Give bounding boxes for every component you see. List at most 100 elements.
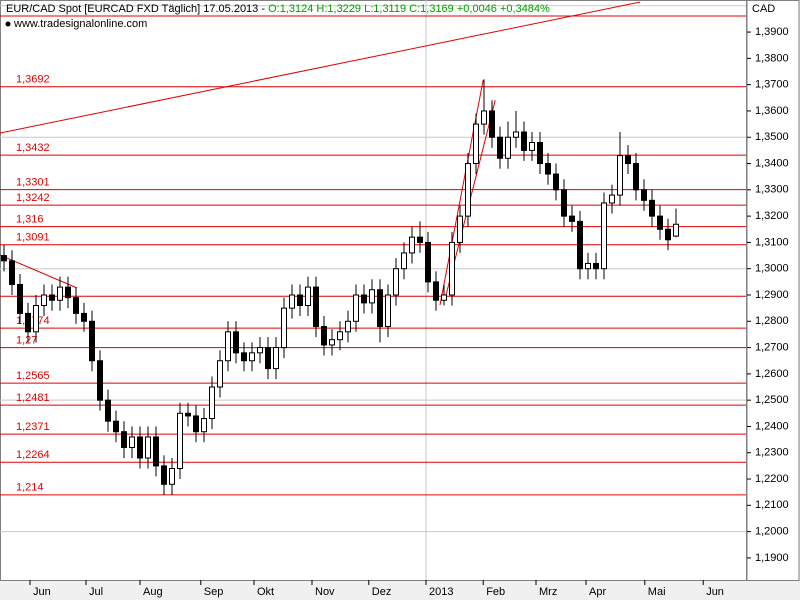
x-tick-label: Aug (143, 586, 163, 598)
y-tick-label: 1,3700 (755, 79, 789, 91)
candle-body (65, 286, 71, 299)
candle-body (249, 352, 255, 362)
candle-body (129, 436, 135, 448)
candle-body (457, 215, 463, 243)
candle-body (481, 110, 487, 125)
y-tick-label: 1,2300 (755, 447, 789, 459)
candle-body (545, 163, 551, 175)
candle-body (377, 289, 383, 328)
candle-body (25, 312, 31, 333)
candle-body (305, 286, 311, 307)
level-label: 1,2774 (16, 315, 50, 327)
candle-body (105, 399, 111, 422)
candle-body (417, 236, 423, 243)
candle-body (241, 352, 247, 362)
y-tick-label: 1,2100 (755, 499, 789, 511)
x-tick-label: Sep (204, 586, 224, 598)
candle-body (97, 360, 103, 401)
candle-body (529, 142, 535, 151)
candle-body (41, 294, 47, 307)
candle-body (273, 347, 279, 370)
candle-body (649, 199, 655, 217)
currency: CAD (752, 3, 775, 15)
candle-body (609, 194, 615, 204)
candle-body (73, 297, 79, 314)
candle-body (585, 262, 591, 270)
candle-body (489, 110, 495, 138)
candle-body (465, 163, 471, 217)
candle-body (601, 202, 607, 270)
candle-body (433, 281, 439, 301)
candle-body (153, 436, 159, 467)
level-label: 1,3301 (16, 176, 50, 188)
candle-body (409, 236, 415, 254)
candle-body (537, 142, 543, 165)
y-tick-label: 1,2600 (755, 368, 789, 380)
plot: 1,3692 1,3432 1,3301 1,3242 1,316 1,3091 1,277… (0, 0, 746, 580)
y-tick-label: 1,3100 (755, 236, 789, 248)
x-tick-label: Feb (486, 586, 505, 598)
x-tick-label: 2013 (429, 586, 453, 598)
candle-body (1, 255, 7, 262)
candle-body (57, 286, 63, 301)
candle-body (9, 260, 15, 285)
x-tick-label: Jun (706, 586, 724, 598)
candle-body (313, 286, 319, 328)
level-label: 1,3242 (16, 192, 50, 204)
candle-body (657, 215, 663, 230)
candle-body (161, 465, 167, 485)
candle-body (289, 294, 295, 309)
candle-body (265, 347, 271, 370)
candle-body (145, 436, 151, 459)
candle-body (473, 123, 479, 165)
x-tick-label: Dez (372, 586, 392, 598)
y-tick-label: 1,2500 (755, 394, 789, 406)
y-tick-label: 1,1900 (755, 552, 789, 564)
header-quote: O:1,3124 H:1,3229 L:1,3119 C:1,3169 +0,0… (268, 3, 550, 15)
source: www.tradesignalonline.com (13, 18, 147, 30)
candle-body (569, 215, 575, 222)
candle-body (665, 228, 671, 241)
y-tick-label: 1,3500 (755, 131, 789, 143)
x-tick-label: Okt (257, 586, 274, 598)
y-tick-label: 1,3400 (755, 157, 789, 169)
candle-body (89, 320, 95, 362)
y-tick-label: 1,2700 (755, 341, 789, 353)
header-title: EUR/CAD Spot [EURCAD FXD Täglich] 17.05.… (6, 3, 550, 15)
y-tick-label: 1,2400 (755, 420, 789, 432)
candle-body (497, 136, 503, 159)
x-tick-label: Jul (89, 586, 103, 598)
level-label: 1,27 (16, 334, 37, 346)
x-tick-label: Mrz (539, 586, 557, 598)
level-label: 1,2371 (16, 421, 50, 433)
candle-body (257, 347, 263, 354)
candle-body (337, 331, 343, 341)
candle-body (449, 241, 455, 296)
candle-body (369, 289, 375, 304)
y-tick-label: 1,3000 (755, 263, 789, 275)
candle-body (193, 415, 199, 433)
candle-body (281, 307, 287, 349)
y-tick-label: 1,3900 (755, 26, 789, 38)
candle-body (361, 294, 367, 304)
level-label: 1,3432 (16, 142, 50, 154)
y-tick-label: 1,2000 (755, 526, 789, 538)
y-tick-label: 1,2200 (755, 473, 789, 485)
bullet (5, 21, 11, 27)
candle-body (113, 420, 119, 433)
level-label: 1,3692 (16, 74, 50, 86)
candle-body (233, 331, 239, 354)
candle-body (217, 360, 223, 388)
candle-body (329, 339, 335, 346)
x-tick-label: Jun (33, 586, 51, 598)
candle-body (297, 294, 303, 307)
level-label: 1,214 (16, 482, 44, 494)
y-axis-panel (746, 0, 800, 581)
candle-body (201, 418, 207, 433)
candle-body (593, 262, 599, 270)
candle-body (17, 283, 23, 314)
candle-body (169, 468, 175, 485)
candle-body (121, 431, 127, 448)
candle-body (521, 131, 527, 151)
